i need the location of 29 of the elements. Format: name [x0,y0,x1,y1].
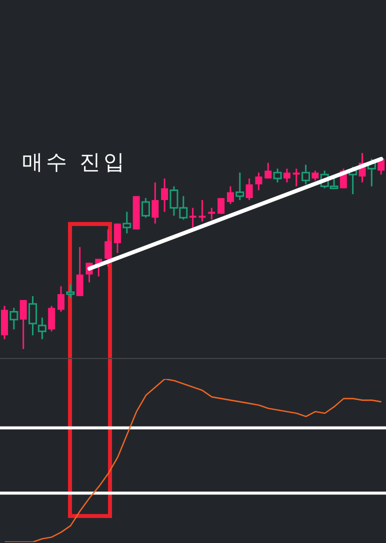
candlestick [141,197,150,218]
candlestick [255,172,262,191]
candlestick [264,162,272,180]
candlestick [152,182,159,224]
candlestick [283,168,290,184]
candlestick [312,170,319,182]
candlestick [161,178,168,213]
candlestick [292,168,300,188]
candlestick [57,286,64,313]
candlestick [226,186,234,205]
candlestick [10,307,18,330]
annotation: 매수 진입 [22,149,128,176]
candlestick [189,207,196,228]
candlestick [236,172,244,201]
candlestick [38,316,46,340]
candlestick [28,295,37,336]
candlestick [104,228,112,268]
candlestick [302,164,310,186]
candlestick [208,207,216,220]
candlestick [218,197,225,215]
candlestick [273,168,282,184]
candlestick [76,246,84,297]
candlestick [246,178,253,201]
candlestick [198,199,206,222]
candlestick [48,305,56,332]
candlestick [20,299,27,349]
candlestick [66,284,75,299]
candlestick [114,222,121,254]
candlestick [122,211,132,234]
